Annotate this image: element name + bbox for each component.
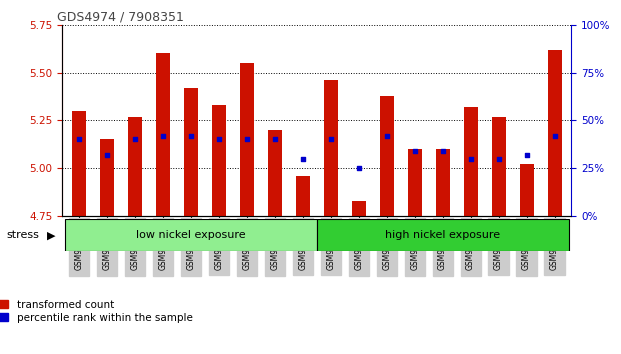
Bar bbox=[407, 149, 422, 216]
Point bbox=[214, 137, 224, 142]
Bar bbox=[548, 50, 561, 216]
Text: high nickel exposure: high nickel exposure bbox=[385, 230, 500, 240]
Bar bbox=[100, 139, 114, 216]
Point bbox=[158, 133, 168, 138]
Text: GDS4974 / 7908351: GDS4974 / 7908351 bbox=[57, 11, 184, 24]
Point bbox=[74, 137, 84, 142]
Point bbox=[270, 137, 279, 142]
Bar bbox=[72, 111, 86, 216]
Point bbox=[242, 137, 252, 142]
Bar bbox=[240, 63, 254, 216]
Bar bbox=[492, 116, 505, 216]
Legend: transformed count, percentile rank within the sample: transformed count, percentile rank withi… bbox=[0, 300, 193, 323]
Point bbox=[438, 148, 448, 154]
Bar bbox=[296, 176, 310, 216]
Bar bbox=[65, 219, 317, 251]
Text: low nickel exposure: low nickel exposure bbox=[136, 230, 246, 240]
Point bbox=[130, 137, 140, 142]
Point bbox=[186, 133, 196, 138]
Point bbox=[466, 156, 476, 161]
Bar bbox=[324, 80, 338, 216]
Bar bbox=[317, 219, 568, 251]
Point bbox=[550, 133, 560, 138]
Text: stress: stress bbox=[6, 230, 39, 240]
Point bbox=[297, 156, 307, 161]
Bar bbox=[128, 116, 142, 216]
Point bbox=[102, 152, 112, 158]
Text: ▶: ▶ bbox=[47, 230, 55, 240]
Bar bbox=[268, 130, 282, 216]
Point bbox=[382, 133, 392, 138]
Bar bbox=[520, 164, 533, 216]
Point bbox=[410, 148, 420, 154]
Point bbox=[522, 152, 532, 158]
Bar bbox=[379, 96, 394, 216]
Bar bbox=[156, 53, 170, 216]
Bar bbox=[351, 201, 366, 216]
Point bbox=[494, 156, 504, 161]
Bar bbox=[184, 88, 198, 216]
Bar bbox=[435, 149, 450, 216]
Bar bbox=[464, 107, 478, 216]
Point bbox=[326, 137, 336, 142]
Bar bbox=[212, 105, 226, 216]
Point bbox=[354, 165, 364, 171]
